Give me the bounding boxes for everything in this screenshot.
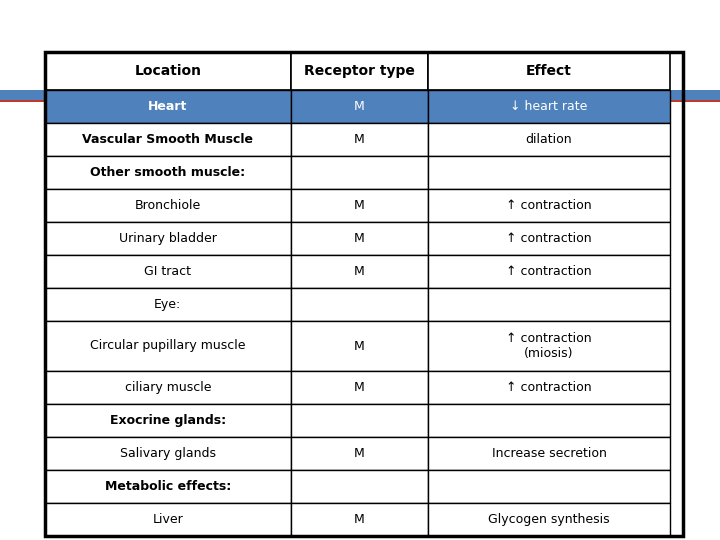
Text: ↑ contraction: ↑ contraction <box>506 265 592 278</box>
Text: ↑ contraction: ↑ contraction <box>506 381 592 394</box>
Text: Location: Location <box>135 64 202 78</box>
Text: M: M <box>354 232 364 245</box>
Text: Circular pupillary muscle: Circular pupillary muscle <box>90 340 246 353</box>
Bar <box>291 321 428 371</box>
Bar <box>291 288 428 321</box>
Bar <box>45 156 291 189</box>
Text: Metabolic effects:: Metabolic effects: <box>104 480 231 493</box>
Text: M: M <box>354 133 364 146</box>
Text: Eye:: Eye: <box>154 298 181 311</box>
Bar <box>291 371 428 404</box>
Bar <box>45 52 291 90</box>
Text: M: M <box>354 265 364 278</box>
Bar <box>428 288 670 321</box>
Bar <box>291 503 428 536</box>
Bar <box>428 470 670 503</box>
Bar <box>0 90 720 100</box>
Bar <box>291 189 428 222</box>
Bar <box>291 222 428 255</box>
Text: M: M <box>354 513 364 526</box>
Text: Receptor type: Receptor type <box>304 64 415 78</box>
Text: Bronchiole: Bronchiole <box>135 199 201 212</box>
Text: ciliary muscle: ciliary muscle <box>125 381 211 394</box>
Bar <box>428 222 670 255</box>
Bar <box>45 371 291 404</box>
Bar <box>291 255 428 288</box>
Bar <box>428 90 670 123</box>
Text: Vascular Smooth Muscle: Vascular Smooth Muscle <box>82 133 253 146</box>
Bar <box>45 123 291 156</box>
Bar <box>291 123 428 156</box>
Text: ↑ contraction
(miosis): ↑ contraction (miosis) <box>506 332 592 360</box>
Text: M: M <box>354 199 364 212</box>
Text: Other smooth muscle:: Other smooth muscle: <box>90 166 246 179</box>
Bar <box>45 404 291 437</box>
Bar <box>45 189 291 222</box>
Text: Salivary glands: Salivary glands <box>120 447 216 460</box>
Bar <box>428 371 670 404</box>
Bar <box>428 156 670 189</box>
Bar <box>45 90 291 123</box>
Text: M: M <box>354 340 364 353</box>
Bar <box>428 404 670 437</box>
Text: GI tract: GI tract <box>144 265 192 278</box>
Bar <box>291 156 428 189</box>
Bar <box>428 52 670 90</box>
Text: M: M <box>354 381 364 394</box>
Bar <box>428 503 670 536</box>
Text: Effect: Effect <box>526 64 572 78</box>
Bar <box>291 470 428 503</box>
Text: M: M <box>354 447 364 460</box>
Text: M: M <box>354 100 364 113</box>
Bar <box>428 189 670 222</box>
Bar <box>0 90 720 102</box>
Text: Liver: Liver <box>153 513 183 526</box>
Bar <box>428 321 670 371</box>
Text: ↓ heart rate: ↓ heart rate <box>510 100 588 113</box>
Text: Urinary bladder: Urinary bladder <box>119 232 217 245</box>
Text: dilation: dilation <box>526 133 572 146</box>
Bar <box>45 288 291 321</box>
Bar <box>291 90 428 123</box>
Bar <box>45 437 291 470</box>
Bar <box>45 222 291 255</box>
Bar <box>45 52 683 536</box>
Bar <box>428 437 670 470</box>
Bar <box>45 255 291 288</box>
Bar <box>428 123 670 156</box>
Bar <box>45 470 291 503</box>
Text: Glycogen synthesis: Glycogen synthesis <box>488 513 610 526</box>
Bar <box>45 321 291 371</box>
Text: ↑ contraction: ↑ contraction <box>506 232 592 245</box>
Text: Exocrine glands:: Exocrine glands: <box>109 414 226 427</box>
Text: Increase secretion: Increase secretion <box>492 447 606 460</box>
Bar <box>291 404 428 437</box>
Bar <box>291 52 428 90</box>
Bar <box>45 503 291 536</box>
Text: Heart: Heart <box>148 100 187 113</box>
Bar <box>291 437 428 470</box>
Bar <box>428 255 670 288</box>
Text: ↑ contraction: ↑ contraction <box>506 199 592 212</box>
